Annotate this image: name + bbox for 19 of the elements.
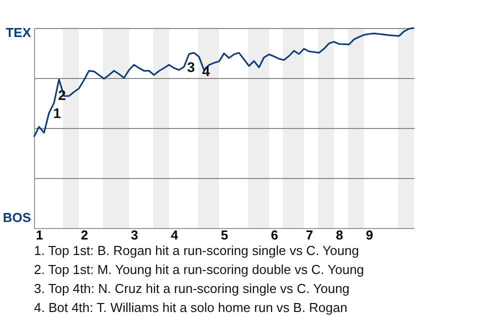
x-tick-label: 5 bbox=[220, 228, 228, 242]
annotation: 1 bbox=[52, 105, 62, 121]
x-tick-label: 4 bbox=[170, 228, 179, 242]
x-tick-label: 3 bbox=[130, 228, 138, 242]
text: 2. Top 1st: M. Young hit a run-scoring double vs C. Young bbox=[34, 261, 364, 279]
annotation: 4 bbox=[201, 63, 211, 79]
text: TEX bbox=[6, 25, 31, 41]
x-tick-label: 9 bbox=[366, 228, 374, 242]
annotation: 3 bbox=[186, 59, 196, 75]
x-tick-label: 8 bbox=[336, 228, 344, 242]
text: BOS bbox=[2, 210, 31, 226]
annotation: 2 bbox=[57, 87, 67, 103]
x-tick-label: 2 bbox=[80, 228, 88, 242]
text: 4. Bot 4th: T. Williams hit a solo home run vs B. Rogan bbox=[34, 299, 348, 317]
text: 1. Top 1st: B. Rogan hit a run-scoring single vs C. Young bbox=[34, 242, 360, 260]
x-tick-label: 7 bbox=[306, 228, 314, 242]
x-tick-label: 1 bbox=[36, 228, 44, 242]
text: 3. Top 4th: N. Cruz hit a run-scoring single vs C. Young bbox=[34, 280, 351, 298]
x-tick-label: 6 bbox=[270, 228, 278, 242]
